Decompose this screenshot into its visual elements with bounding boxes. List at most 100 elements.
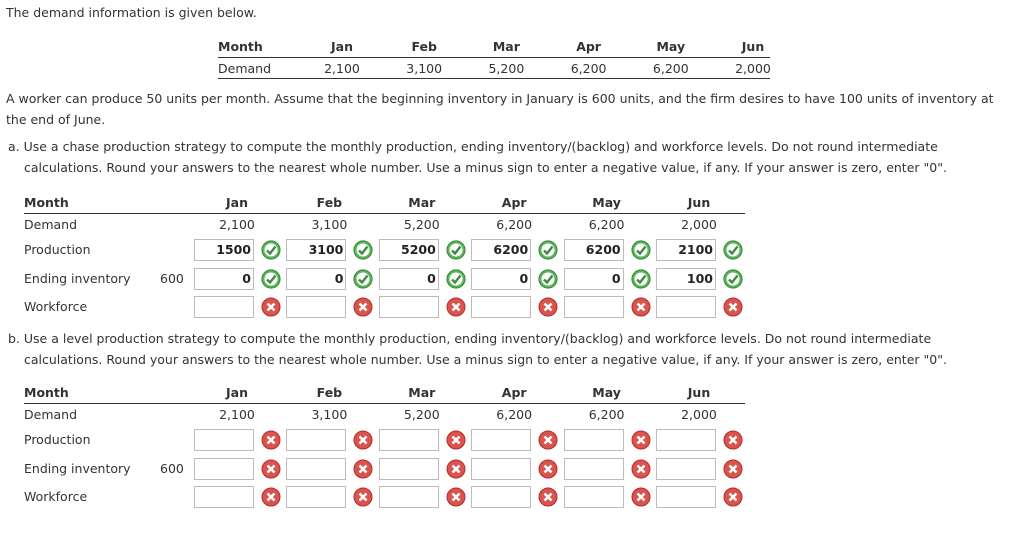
incorrect-icon <box>446 297 466 317</box>
answer-input[interactable]: 0 <box>194 268 254 290</box>
incorrect-icon <box>446 459 466 479</box>
answer-input[interactable] <box>378 458 439 480</box>
answer-input[interactable] <box>656 486 716 508</box>
answer-input[interactable]: 0 <box>563 268 624 290</box>
answer-input[interactable] <box>471 296 532 318</box>
answer-input[interactable] <box>378 486 439 508</box>
month-header: May <box>656 39 686 54</box>
demand-value: 2,100 <box>324 61 360 76</box>
month-header: Jun <box>741 39 765 54</box>
incorrect-icon <box>353 487 373 507</box>
answer-input[interactable] <box>194 429 254 451</box>
answer-input[interactable] <box>194 296 254 318</box>
demand-value: 6,200 <box>496 217 533 232</box>
demand-value: 5,200 <box>488 61 525 76</box>
answer-input[interactable]: 6200 <box>471 239 532 261</box>
demand-value: 5,200 <box>403 407 440 422</box>
rule <box>218 78 770 79</box>
answer-input[interactable] <box>286 296 347 318</box>
answer-input[interactable] <box>563 486 624 508</box>
beginning-inventory: 600 <box>160 271 184 286</box>
month-header: Apr <box>501 385 527 400</box>
demand-value: 2,000 <box>681 407 717 422</box>
answer-input[interactable] <box>656 429 716 451</box>
incorrect-icon <box>353 297 373 317</box>
month-header: Mar <box>408 195 436 210</box>
correct-icon <box>353 269 373 289</box>
month-header: Feb <box>411 39 437 54</box>
month-header: Apr <box>576 39 601 54</box>
correct-icon <box>630 240 651 260</box>
answer-input[interactable] <box>286 429 347 451</box>
answer-input[interactable] <box>194 458 254 480</box>
incorrect-icon <box>723 459 743 479</box>
answer-input[interactable] <box>471 429 532 451</box>
incorrect-icon <box>353 430 373 450</box>
incorrect-icon <box>261 297 281 317</box>
answer-input[interactable]: 100 <box>656 268 716 290</box>
rule <box>218 57 770 58</box>
prompt: a. Use a chase production strategy to co… <box>8 139 947 175</box>
incorrect-icon <box>261 430 281 450</box>
month-header: May <box>592 385 621 400</box>
incorrect-icon <box>631 430 651 450</box>
incorrect-icon <box>631 487 651 507</box>
answer-input[interactable] <box>471 458 532 480</box>
answer-input[interactable] <box>563 296 624 318</box>
correct-icon <box>261 240 281 260</box>
prompt: b. Use a level production strategy to co… <box>8 331 947 367</box>
incorrect-icon <box>261 487 281 507</box>
demand-value: 6,200 <box>570 61 607 76</box>
incorrect-icon <box>631 459 651 479</box>
month-header: Jun <box>687 385 711 400</box>
incorrect-icon <box>538 297 558 317</box>
demand-value: 6,200 <box>588 217 625 232</box>
demand-value: 6,200 <box>496 407 533 422</box>
answer-input[interactable]: 0 <box>286 268 347 290</box>
month-header: Jan <box>226 195 248 210</box>
answer-input[interactable] <box>656 458 716 480</box>
correct-icon <box>723 269 743 289</box>
correct-icon <box>261 269 281 289</box>
answer-input[interactable] <box>286 458 347 480</box>
answer-input[interactable] <box>194 486 254 508</box>
incorrect-icon <box>723 487 743 507</box>
month-header: Feb <box>316 385 343 400</box>
answer-input[interactable]: 2100 <box>656 239 716 261</box>
correct-icon <box>538 269 558 289</box>
correct-icon <box>353 240 373 260</box>
answer-input[interactable]: 0 <box>378 268 439 290</box>
month-header: Feb <box>316 195 343 210</box>
answer-input[interactable] <box>471 486 532 508</box>
answer-input[interactable] <box>378 296 439 318</box>
month-header: May <box>592 195 621 210</box>
demand-value: 2,000 <box>681 217 717 232</box>
header-label: Month <box>24 385 69 400</box>
answer-input[interactable] <box>378 429 439 451</box>
correct-icon <box>446 240 466 260</box>
demand-value: 5,200 <box>403 217 440 232</box>
header-label: Month <box>24 195 69 210</box>
demand-value: 3,100 <box>311 407 348 422</box>
row-label: Demand <box>24 217 78 232</box>
answer-input[interactable]: 1500 <box>194 239 254 261</box>
incorrect-icon <box>723 297 743 317</box>
answer-input[interactable] <box>563 429 624 451</box>
rule <box>24 213 745 214</box>
correct-icon <box>538 240 558 260</box>
month-header: Mar <box>408 385 436 400</box>
incorrect-icon <box>538 459 558 479</box>
answer-input[interactable]: 5200 <box>378 239 439 261</box>
answer-input[interactable]: 6200 <box>563 239 624 261</box>
month-header: Apr <box>501 195 527 210</box>
answer-input[interactable] <box>656 296 716 318</box>
beginning-inventory: 600 <box>160 461 184 476</box>
demand-value: 6,200 <box>652 61 689 76</box>
answer-input[interactable]: 3100 <box>286 239 347 261</box>
incorrect-icon <box>261 459 281 479</box>
answer-input[interactable]: 0 <box>471 268 532 290</box>
correct-icon <box>723 240 743 260</box>
answer-input[interactable] <box>563 458 624 480</box>
answer-input[interactable] <box>286 486 347 508</box>
